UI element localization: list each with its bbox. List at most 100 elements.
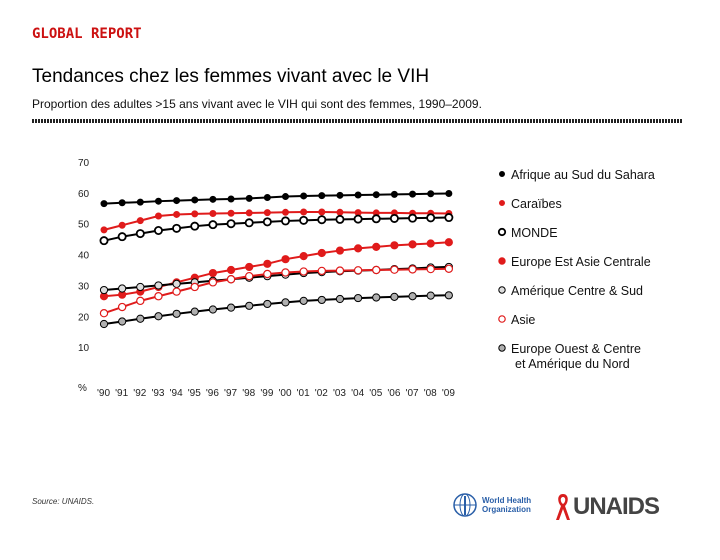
data-point [444, 238, 453, 247]
data-point [281, 255, 290, 264]
legend-label: Europe Est Asie Centrale [511, 255, 651, 269]
x-tick-label: '99 [260, 388, 273, 399]
page-title: Tendances chez les femmes vivant avec le… [32, 66, 430, 87]
legend-marker [498, 257, 506, 265]
chart-series [99, 189, 454, 329]
x-tick-label: '98 [242, 388, 255, 399]
data-point [282, 193, 289, 201]
data-point [209, 195, 217, 203]
data-point [390, 190, 398, 198]
x-tick-label: '92 [133, 388, 146, 399]
legend-label: Caraïbes [511, 197, 562, 211]
data-point [191, 210, 199, 218]
unaids-wordmark: UNAIDS [573, 493, 660, 520]
x-tick-label: '04 [351, 388, 364, 399]
data-point [117, 232, 127, 242]
data-point [299, 215, 309, 225]
data-point [372, 265, 381, 275]
data-point [208, 268, 217, 278]
data-point [317, 215, 327, 225]
data-point [444, 291, 453, 300]
data-point [226, 275, 236, 284]
data-point [317, 266, 326, 276]
data-point [173, 210, 181, 218]
data-point [318, 192, 326, 200]
x-tick-label: '02 [315, 388, 328, 399]
data-point [280, 216, 290, 226]
data-point [245, 301, 254, 310]
who-name-line2: Organization [482, 505, 531, 514]
data-point [426, 213, 436, 223]
data-point [208, 305, 217, 314]
y-tick-label: 30 [78, 281, 90, 292]
data-point [227, 209, 235, 217]
data-point [208, 220, 218, 230]
data-point [389, 213, 399, 223]
data-point [262, 217, 272, 227]
x-tick-label: '96 [206, 388, 219, 399]
source-note: Source: UNAIDS. [32, 497, 95, 506]
data-point [263, 193, 271, 201]
data-point [300, 192, 308, 200]
legend-marker [498, 344, 506, 352]
legend-marker [497, 227, 507, 237]
data-point [354, 244, 363, 253]
data-point [263, 259, 272, 268]
data-point [282, 208, 289, 216]
data-point [317, 295, 326, 305]
data-point [408, 265, 417, 274]
data-point [408, 292, 417, 301]
data-point [263, 299, 272, 309]
series-2 [99, 213, 454, 246]
data-point [154, 292, 163, 301]
y-tick-label: 60 [78, 189, 90, 200]
data-point [372, 293, 381, 302]
brand-logo-text: GLOBAL REPORT [32, 26, 142, 42]
data-point [353, 266, 363, 275]
data-point [426, 264, 435, 274]
y-tick-label: 40 [78, 251, 90, 262]
dotted-divider [32, 119, 682, 123]
data-point [335, 294, 345, 304]
data-point [209, 210, 217, 218]
x-tick-label: '00 [279, 388, 292, 399]
data-point [172, 309, 181, 318]
x-tick-label: '07 [406, 388, 419, 399]
x-tick-label: '93 [151, 388, 164, 399]
red-ribbon-icon [556, 494, 570, 520]
data-point [372, 242, 381, 251]
data-point [408, 213, 418, 223]
data-point [190, 307, 199, 316]
data-point [136, 217, 144, 225]
data-point [135, 229, 145, 239]
data-point [100, 226, 108, 234]
data-point [336, 208, 344, 216]
data-point [154, 281, 163, 290]
data-point [118, 199, 126, 207]
data-point [136, 282, 145, 292]
unaids-logo: UNAIDS [555, 492, 660, 522]
who-logo: World Health Organization [452, 492, 531, 518]
data-point [118, 317, 127, 326]
legend-marker [498, 286, 506, 294]
data-point [335, 266, 345, 275]
data-point [299, 296, 308, 305]
data-point [390, 265, 399, 274]
data-point [426, 291, 435, 300]
data-point [99, 308, 109, 318]
data-point [281, 298, 290, 307]
series-6 [99, 291, 453, 329]
data-point [426, 239, 435, 248]
data-point [99, 236, 109, 246]
data-point [172, 223, 182, 233]
who-emblem-icon [453, 493, 477, 517]
data-point [354, 191, 362, 199]
data-point [100, 200, 108, 208]
data-point [226, 219, 236, 229]
series-5 [99, 264, 454, 318]
data-point [372, 191, 380, 199]
data-point [99, 285, 109, 295]
data-point [118, 221, 126, 229]
data-point [317, 248, 326, 258]
legend-label: Asie [511, 313, 535, 327]
